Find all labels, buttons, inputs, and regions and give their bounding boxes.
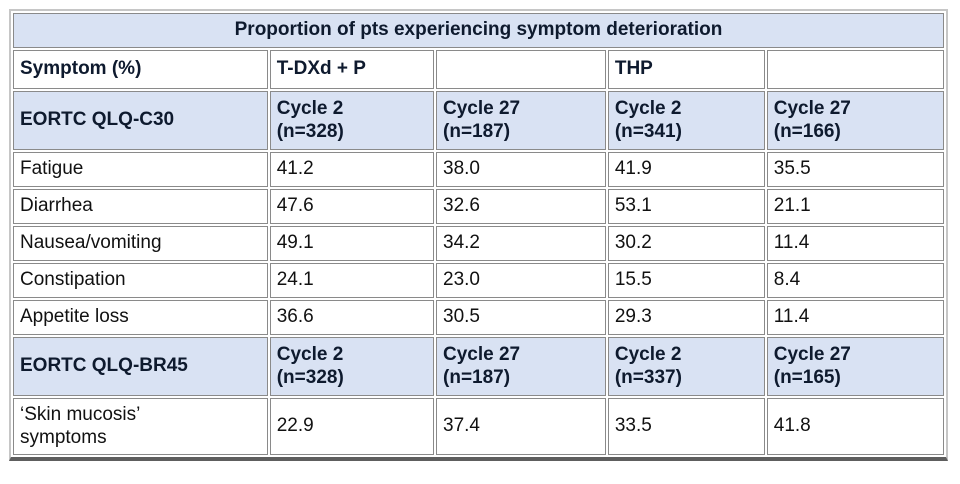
cycle-n: (n=328) xyxy=(276,366,344,388)
value-cell: 35.5 xyxy=(766,152,944,187)
value-cell: 30.5 xyxy=(436,300,606,335)
value-cell: 53.1 xyxy=(607,189,765,224)
cycle-header-cell: Cycle 2 (n=337) xyxy=(607,337,765,396)
arm-header-row: Symptom (%) T-DXd + P THP xyxy=(13,50,944,89)
symptom-table-container: Proportion of pts experiencing symptom d… xyxy=(9,9,948,461)
value-cell: 33.5 xyxy=(607,398,765,455)
value-cell: 41.8 xyxy=(766,398,944,455)
value-cell: 23.0 xyxy=(436,263,606,298)
value-cell: 8.4 xyxy=(766,263,944,298)
table-row-constipation: Constipation 24.1 23.0 15.5 8.4 xyxy=(13,263,944,298)
col-header-symptom: Symptom (%) xyxy=(13,50,268,89)
empty-cell xyxy=(766,50,944,89)
section-name: EORTC QLQ-BR45 xyxy=(13,337,268,396)
symptom-cell: Appetite loss xyxy=(13,300,268,335)
value-cell: 34.2 xyxy=(436,226,606,261)
cycle-n: (n=165) xyxy=(773,366,841,388)
value-cell: 11.4 xyxy=(766,300,944,335)
cycle-label: Cycle 2 xyxy=(276,344,344,366)
cycle-header-cell: Cycle 2 (n=328) xyxy=(269,91,435,150)
table-row-nausea-vomiting: Nausea/vomiting 49.1 34.2 30.2 11.4 xyxy=(13,226,944,261)
cycle-n: (n=328) xyxy=(276,120,344,142)
cycle-header-cell: Cycle 27 (n=187) xyxy=(436,337,606,396)
section-header-row-qlq-c30: EORTC QLQ-C30 Cycle 2 (n=328) Cycle 27 (… xyxy=(13,91,944,150)
value-cell: 37.4 xyxy=(436,398,606,455)
symptom-cell: Nausea/vomiting xyxy=(13,226,268,261)
cycle-label: Cycle 27 xyxy=(773,344,851,366)
cycle-label: Cycle 2 xyxy=(276,98,344,120)
cycle-header-cell: Cycle 2 (n=328) xyxy=(269,337,435,396)
value-cell: 49.1 xyxy=(269,226,435,261)
table-row-appetite-loss: Appetite loss 36.6 30.5 29.3 11.4 xyxy=(13,300,944,335)
value-cell: 36.6 xyxy=(269,300,435,335)
symptom-cell: Diarrhea xyxy=(13,189,268,224)
title-row: Proportion of pts experiencing symptom d… xyxy=(13,13,944,48)
cycle-n: (n=187) xyxy=(443,120,511,142)
cycle-label: Cycle 27 xyxy=(443,344,521,366)
table-row-diarrhea: Diarrhea 47.6 32.6 53.1 21.1 xyxy=(13,189,944,224)
value-cell: 41.9 xyxy=(607,152,765,187)
cycle-label: Cycle 2 xyxy=(614,98,682,120)
col-header-tdxd-p: T-DXd + P xyxy=(269,50,435,89)
col-header-thp: THP xyxy=(607,50,765,89)
symptom-label: ‘Skin mucosis’ symptoms xyxy=(20,404,140,448)
section-name: EORTC QLQ-C30 xyxy=(13,91,268,150)
value-cell: 38.0 xyxy=(436,152,606,187)
section-header-row-qlq-br45: EORTC QLQ-BR45 Cycle 2 (n=328) Cycle 27 … xyxy=(13,337,944,396)
value-cell: 24.1 xyxy=(269,263,435,298)
value-cell: 41.2 xyxy=(269,152,435,187)
value-cell: 47.6 xyxy=(269,189,435,224)
value-cell: 21.1 xyxy=(766,189,944,224)
cycle-header-cell: Cycle 27 (n=165) xyxy=(766,337,944,396)
table-title: Proportion of pts experiencing symptom d… xyxy=(13,13,944,48)
value-cell: 30.2 xyxy=(607,226,765,261)
cycle-label: Cycle 27 xyxy=(773,98,851,120)
cycle-label: Cycle 2 xyxy=(614,344,682,366)
value-cell: 11.4 xyxy=(766,226,944,261)
cycle-header-cell: Cycle 27 (n=166) xyxy=(766,91,944,150)
value-cell: 32.6 xyxy=(436,189,606,224)
cycle-label: Cycle 27 xyxy=(443,98,521,120)
table-row-skin-mucosis: ‘Skin mucosis’ symptoms 22.9 37.4 33.5 4… xyxy=(13,398,944,455)
cycle-n: (n=337) xyxy=(614,366,682,388)
symptom-cell: Constipation xyxy=(13,263,268,298)
value-cell: 15.5 xyxy=(607,263,765,298)
cycle-n: (n=341) xyxy=(614,120,682,142)
cycle-n: (n=187) xyxy=(443,366,511,388)
table-row-fatigue: Fatigue 41.2 38.0 41.9 35.5 xyxy=(13,152,944,187)
empty-cell xyxy=(436,50,606,89)
cycle-n: (n=166) xyxy=(773,120,841,142)
value-cell: 22.9 xyxy=(269,398,435,455)
value-cell: 29.3 xyxy=(607,300,765,335)
cycle-header-cell: Cycle 2 (n=341) xyxy=(607,91,765,150)
symptom-cell: ‘Skin mucosis’ symptoms xyxy=(13,398,268,455)
symptom-cell: Fatigue xyxy=(13,152,268,187)
cycle-header-cell: Cycle 27 (n=187) xyxy=(436,91,606,150)
symptom-deterioration-table: Proportion of pts experiencing symptom d… xyxy=(11,11,946,457)
